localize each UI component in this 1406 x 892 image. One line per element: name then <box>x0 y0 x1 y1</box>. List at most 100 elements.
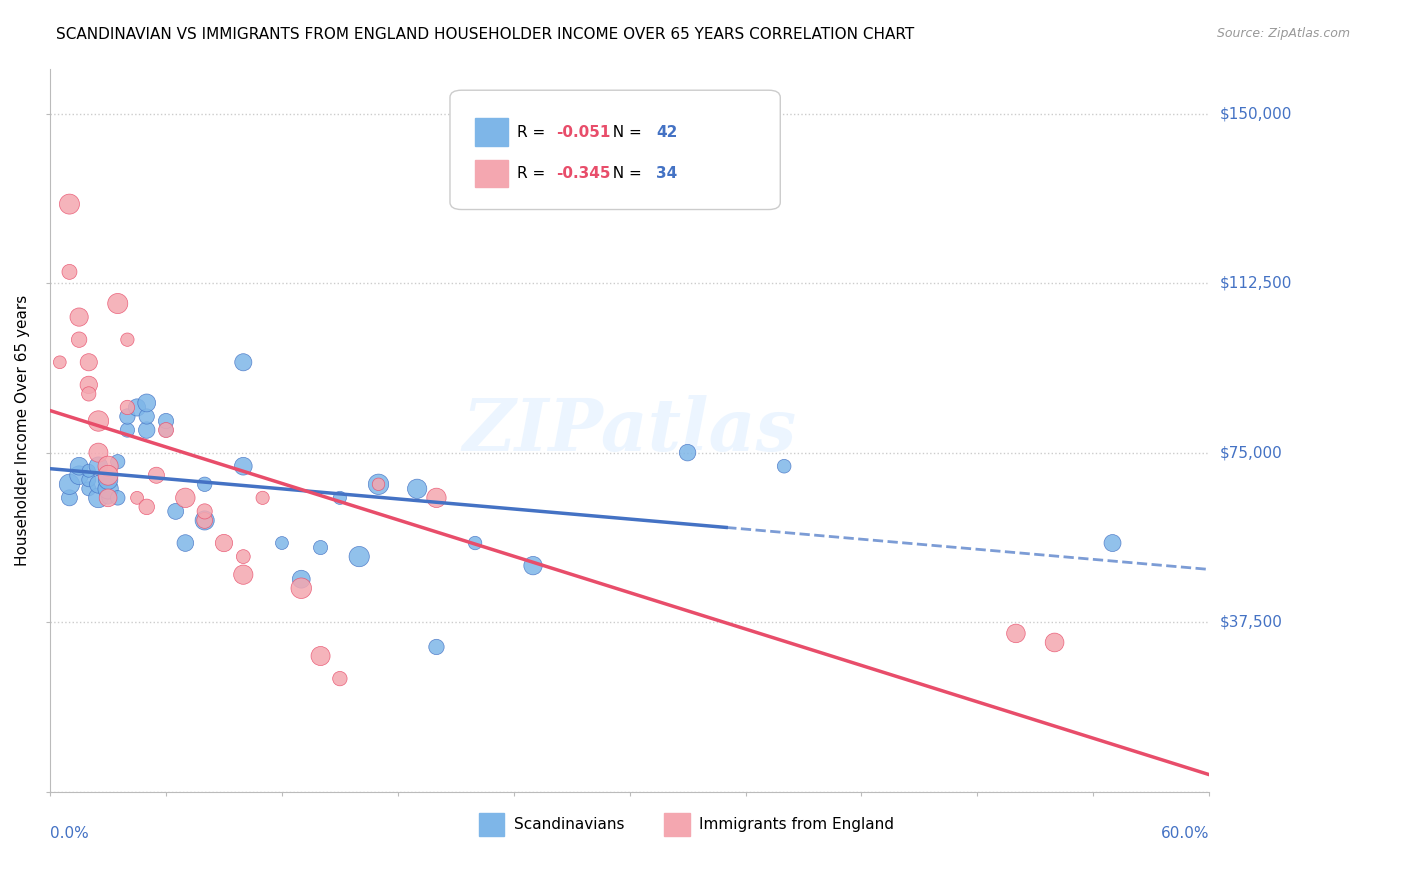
Point <box>107 491 129 505</box>
Point <box>290 572 312 586</box>
Point <box>97 459 120 474</box>
Point <box>309 648 332 663</box>
Bar <box>479 814 505 837</box>
Point <box>77 377 100 392</box>
Text: Immigrants from England: Immigrants from England <box>699 817 894 832</box>
Text: N =: N = <box>603 166 647 181</box>
Point <box>174 491 197 505</box>
Text: 42: 42 <box>657 125 678 140</box>
Point <box>194 504 217 518</box>
Point <box>97 491 120 505</box>
Point <box>271 536 294 550</box>
Point <box>367 477 389 491</box>
Point <box>107 455 129 469</box>
Point <box>522 558 544 573</box>
Point <box>194 513 217 527</box>
Point <box>58 265 80 279</box>
Point <box>232 459 254 474</box>
Point <box>252 491 274 505</box>
Point <box>97 482 120 496</box>
Point <box>1043 635 1066 649</box>
Point <box>155 414 177 428</box>
Point <box>117 423 139 437</box>
Point <box>135 423 157 437</box>
Point <box>135 409 157 424</box>
Point <box>773 459 796 474</box>
Text: SCANDINAVIAN VS IMMIGRANTS FROM ENGLAND HOUSEHOLDER INCOME OVER 65 YEARS CORRELA: SCANDINAVIAN VS IMMIGRANTS FROM ENGLAND … <box>56 27 914 42</box>
Point <box>1101 536 1123 550</box>
Text: R =: R = <box>517 166 550 181</box>
Point <box>194 477 217 491</box>
Point <box>329 491 352 505</box>
Bar <box>665 814 690 837</box>
Point <box>155 423 177 437</box>
Point <box>676 445 699 459</box>
Point <box>97 491 120 505</box>
Text: 0.0%: 0.0% <box>51 826 89 841</box>
Text: ZIPatlas: ZIPatlas <box>463 394 797 466</box>
Point <box>77 387 100 401</box>
Point <box>232 549 254 564</box>
Point <box>232 567 254 582</box>
Text: -0.051: -0.051 <box>557 125 612 140</box>
Point <box>309 541 332 555</box>
Text: R =: R = <box>517 125 550 140</box>
Point <box>87 477 110 491</box>
Point <box>232 355 254 369</box>
Point <box>49 355 72 369</box>
Point <box>1005 626 1028 640</box>
Point <box>117 401 139 415</box>
Text: N =: N = <box>603 125 647 140</box>
Text: 60.0%: 60.0% <box>1160 826 1209 841</box>
Text: $75,000: $75,000 <box>1220 445 1282 460</box>
Point <box>58 477 80 491</box>
Point <box>367 477 389 491</box>
Point <box>58 491 80 505</box>
Point <box>87 491 110 505</box>
Point <box>87 414 110 428</box>
Text: 34: 34 <box>657 166 678 181</box>
Point <box>77 473 100 487</box>
Point <box>347 549 370 564</box>
Text: $37,500: $37,500 <box>1220 615 1284 630</box>
Point <box>165 504 187 518</box>
Point <box>67 310 90 324</box>
Point <box>135 500 157 514</box>
Point <box>464 536 486 550</box>
Point <box>212 536 235 550</box>
Point <box>329 672 352 686</box>
Point <box>97 473 120 487</box>
Point <box>87 445 110 459</box>
Bar <box>475 119 508 146</box>
Text: $112,500: $112,500 <box>1220 276 1292 291</box>
Point <box>87 459 110 474</box>
Point <box>425 640 447 654</box>
Point <box>77 464 100 478</box>
Point <box>425 491 447 505</box>
Point <box>97 468 120 483</box>
Text: Scandinavians: Scandinavians <box>513 817 624 832</box>
Point <box>125 401 148 415</box>
Point <box>67 333 90 347</box>
Point <box>174 536 197 550</box>
Point <box>145 468 167 483</box>
Text: -0.345: -0.345 <box>557 166 612 181</box>
Text: $150,000: $150,000 <box>1220 106 1292 121</box>
Point <box>194 513 217 527</box>
Point <box>67 459 90 474</box>
Point <box>117 409 139 424</box>
FancyBboxPatch shape <box>450 90 780 210</box>
Point <box>406 482 429 496</box>
Point <box>67 468 90 483</box>
Point <box>135 396 157 410</box>
Bar <box>475 160 508 187</box>
Point <box>58 197 80 211</box>
Point <box>107 296 129 310</box>
Point <box>125 491 148 505</box>
Y-axis label: Householder Income Over 65 years: Householder Income Over 65 years <box>15 294 30 566</box>
Point <box>77 482 100 496</box>
Point <box>290 581 312 595</box>
Text: Source: ZipAtlas.com: Source: ZipAtlas.com <box>1216 27 1350 40</box>
Point <box>77 355 100 369</box>
Point <box>155 423 177 437</box>
